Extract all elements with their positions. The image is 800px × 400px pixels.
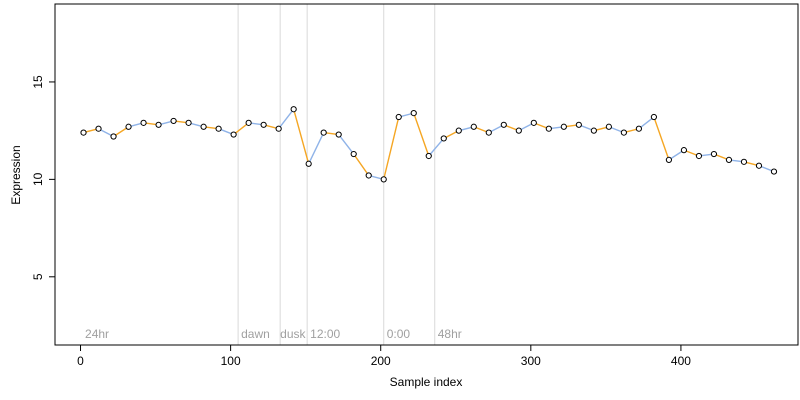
data-point (365, 172, 372, 179)
data-point (530, 119, 537, 126)
data-point (725, 156, 733, 163)
phase-label: 24hr (85, 327, 109, 341)
y-tick-label: 15 (31, 75, 45, 89)
series-segment (428, 137, 445, 157)
data-point (575, 121, 582, 128)
data-point (620, 129, 627, 136)
data-point (260, 121, 267, 128)
data-point (320, 129, 327, 136)
data-point (485, 129, 492, 136)
data-point (305, 160, 312, 167)
series-segment (338, 134, 355, 155)
x-tick-label: 0 (77, 354, 84, 368)
data-point (380, 176, 387, 183)
data-point (110, 133, 117, 140)
data-point (560, 123, 567, 130)
x-tick-label: 300 (521, 354, 541, 368)
data-point (605, 123, 612, 130)
data-point (170, 117, 177, 125)
x-axis: 0 100 200 300 400 (77, 344, 691, 368)
series-segment (638, 116, 655, 130)
data-point (95, 125, 102, 132)
y-tick-label: 10 (31, 172, 45, 186)
x-tick-label: 400 (671, 354, 691, 368)
data-point (650, 113, 658, 121)
x-tick-label: 100 (221, 354, 241, 368)
phase-labels: 24hr dawn dusk 12:00 0:00 48hr (85, 327, 462, 341)
data-point (230, 131, 237, 138)
data-point (770, 168, 778, 175)
series-segment (308, 132, 325, 165)
data-point (200, 123, 207, 130)
y-axis: 5 10 15 (31, 75, 55, 280)
data-point (590, 127, 597, 134)
data-point (140, 119, 147, 126)
data-point (275, 125, 282, 132)
data-point (290, 106, 297, 113)
data-point (80, 129, 87, 136)
data-point (515, 127, 522, 134)
data-point (680, 147, 688, 154)
data-point (335, 131, 342, 138)
phase-label: 12:00 (310, 327, 340, 341)
series-segment (233, 122, 250, 136)
data-point (755, 162, 763, 169)
data-point (545, 125, 552, 132)
data-point (710, 150, 718, 158)
series-segment (413, 112, 430, 157)
data-series (80, 106, 778, 183)
data-point (215, 125, 222, 132)
data-point (500, 121, 507, 128)
data-point (410, 110, 417, 117)
data-point (155, 121, 162, 128)
y-tick-label: 5 (31, 273, 45, 280)
phase-lines (237, 4, 436, 345)
plot-frame (54, 3, 799, 346)
y-axis-title: Expression (9, 145, 23, 204)
phase-label: 48hr (438, 327, 462, 341)
data-point (455, 127, 462, 134)
series-segment (383, 116, 400, 180)
phase-label: 0:00 (387, 327, 411, 341)
data-point (350, 150, 357, 158)
data-point (125, 123, 132, 130)
data-point (635, 125, 642, 132)
data-point (425, 152, 432, 160)
data-point (740, 158, 748, 165)
series-segment (278, 108, 295, 130)
data-point (470, 123, 477, 130)
data-point (185, 119, 192, 126)
data-point (665, 156, 673, 163)
data-point (440, 135, 447, 142)
x-tick-label: 200 (371, 354, 391, 368)
data-point (695, 152, 703, 160)
data-point (395, 113, 402, 121)
phase-label: dawn (241, 327, 270, 341)
series-segment (292, 109, 310, 164)
phase-label: dusk (280, 327, 306, 341)
series-segment (653, 116, 670, 161)
x-axis-title: Sample index (390, 375, 463, 389)
data-point (245, 119, 252, 126)
series-segment (353, 153, 370, 176)
